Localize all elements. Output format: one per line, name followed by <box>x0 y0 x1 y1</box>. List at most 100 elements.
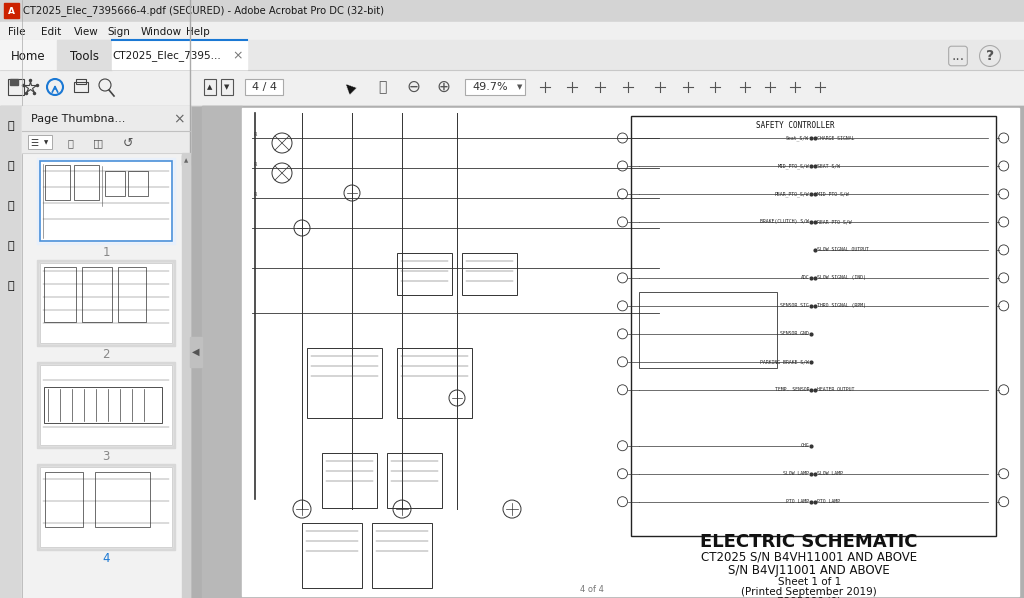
Bar <box>785 78 805 96</box>
Bar <box>0 22 1024 40</box>
Bar <box>618 78 638 96</box>
Text: 49.7%: 49.7% <box>472 82 508 92</box>
Text: HEATER OUTPUT: HEATER OUTPUT <box>817 388 854 392</box>
Text: SLOW SIGNAL (IND): SLOW SIGNAL (IND) <box>817 276 866 280</box>
Text: ☰: ☰ <box>30 139 38 148</box>
Text: ...: ... <box>951 49 965 63</box>
Bar <box>57 40 112 70</box>
Text: REAR_PTO_S/W: REAR_PTO_S/W <box>774 191 809 197</box>
Bar <box>190 337 202 367</box>
Bar <box>28 135 52 149</box>
Text: TEMP. SENSOR: TEMP. SENSOR <box>774 388 809 392</box>
Bar <box>735 78 755 96</box>
Bar <box>631 116 995 536</box>
Text: MID PTO S/W: MID PTO S/W <box>817 191 849 197</box>
Bar <box>0 106 1024 598</box>
Bar <box>105 171 125 196</box>
Bar <box>810 78 830 96</box>
Text: BRAKE(CLUTCH) S/W: BRAKE(CLUTCH) S/W <box>760 219 809 224</box>
Bar <box>182 153 190 598</box>
Bar <box>562 78 582 96</box>
Bar <box>40 263 172 343</box>
Text: ⊕: ⊕ <box>436 78 450 96</box>
Bar <box>307 348 382 418</box>
Text: ✋: ✋ <box>378 80 386 94</box>
Text: R: R <box>253 163 257 167</box>
Bar <box>760 78 780 96</box>
Text: ⊖: ⊖ <box>407 78 420 96</box>
Text: 🔖: 🔖 <box>8 201 14 211</box>
Text: Sign: Sign <box>108 27 130 37</box>
Bar <box>74 165 99 200</box>
Text: (Printed September 2019): (Printed September 2019) <box>741 587 878 597</box>
Text: PTO LAMP: PTO LAMP <box>786 499 809 504</box>
Text: Home: Home <box>10 50 45 63</box>
Text: CT2025_Elec_7395666-4.pdf (SECURED) - Adobe Acrobat Pro DC (32-bit): CT2025_Elec_7395666-4.pdf (SECURED) - Ad… <box>23 5 384 17</box>
Text: SENSOR SIG: SENSOR SIG <box>780 303 809 309</box>
Text: PTO LAMP: PTO LAMP <box>817 499 840 504</box>
Bar <box>242 108 1019 596</box>
Text: ▲: ▲ <box>184 158 188 163</box>
Bar <box>112 40 247 70</box>
Text: CT2025_Elec_7395...: CT2025_Elec_7395... <box>113 51 221 62</box>
Bar <box>302 523 362 588</box>
Bar <box>40 263 172 343</box>
Text: 🔒: 🔒 <box>8 121 14 131</box>
Bar <box>0 0 1024 22</box>
Text: Page Thumbna...: Page Thumbna... <box>31 114 125 124</box>
Bar <box>650 78 670 96</box>
Text: 3: 3 <box>102 450 110 463</box>
Text: PARKING BRAKE S/W: PARKING BRAKE S/W <box>760 359 809 364</box>
Text: ×: × <box>173 112 184 126</box>
Bar <box>40 161 172 241</box>
Bar <box>40 365 172 445</box>
Text: A: A <box>8 7 15 16</box>
Text: 4: 4 <box>102 553 110 566</box>
Bar <box>397 253 452 295</box>
Text: 2: 2 <box>102 349 110 362</box>
Bar <box>40 161 172 241</box>
Bar <box>37 260 175 346</box>
Bar <box>202 106 242 598</box>
Bar <box>465 79 525 95</box>
Text: ▼: ▼ <box>224 84 229 90</box>
Text: SENSOR GND: SENSOR GND <box>780 331 809 336</box>
Text: 1: 1 <box>102 246 110 260</box>
Bar <box>0 70 1024 106</box>
Bar <box>462 253 517 295</box>
Bar <box>128 171 148 196</box>
Bar <box>705 78 725 96</box>
Text: MID_PTO_S/W: MID_PTO_S/W <box>777 163 809 169</box>
Bar <box>221 79 233 95</box>
Text: ▲: ▲ <box>342 79 358 95</box>
Text: CHARGE SIGNAL: CHARGE SIGNAL <box>817 136 854 141</box>
Bar <box>82 267 112 322</box>
Text: 7395666 (0): 7395666 (0) <box>777 597 842 598</box>
Bar <box>0 40 57 70</box>
Bar <box>10 79 18 85</box>
Bar <box>37 362 175 448</box>
Bar <box>322 453 377 508</box>
Bar <box>37 464 175 550</box>
Bar <box>202 106 1024 598</box>
Bar <box>4 3 19 18</box>
Text: 4 / 4: 4 / 4 <box>252 82 276 92</box>
Bar <box>0 106 22 598</box>
Bar <box>44 267 76 322</box>
Text: ?: ? <box>986 49 994 63</box>
Text: SEAT S/W: SEAT S/W <box>817 163 840 169</box>
Text: 📋: 📋 <box>8 161 14 171</box>
Bar <box>44 387 162 423</box>
Bar <box>45 472 83 527</box>
Text: ADC: ADC <box>801 276 809 280</box>
Bar <box>40 365 172 445</box>
Bar <box>535 78 555 96</box>
Text: 4 of 4: 4 of 4 <box>580 585 603 594</box>
Text: ◫: ◫ <box>93 138 103 148</box>
Text: R: R <box>253 133 257 138</box>
Text: R: R <box>253 193 257 197</box>
Text: CT2025 S/N B4VH11001 AND ABOVE: CT2025 S/N B4VH11001 AND ABOVE <box>701 551 918 563</box>
Bar <box>40 467 172 547</box>
Text: THRO SIGNAL (RPM): THRO SIGNAL (RPM) <box>817 303 866 309</box>
Text: 🗑: 🗑 <box>67 138 73 148</box>
